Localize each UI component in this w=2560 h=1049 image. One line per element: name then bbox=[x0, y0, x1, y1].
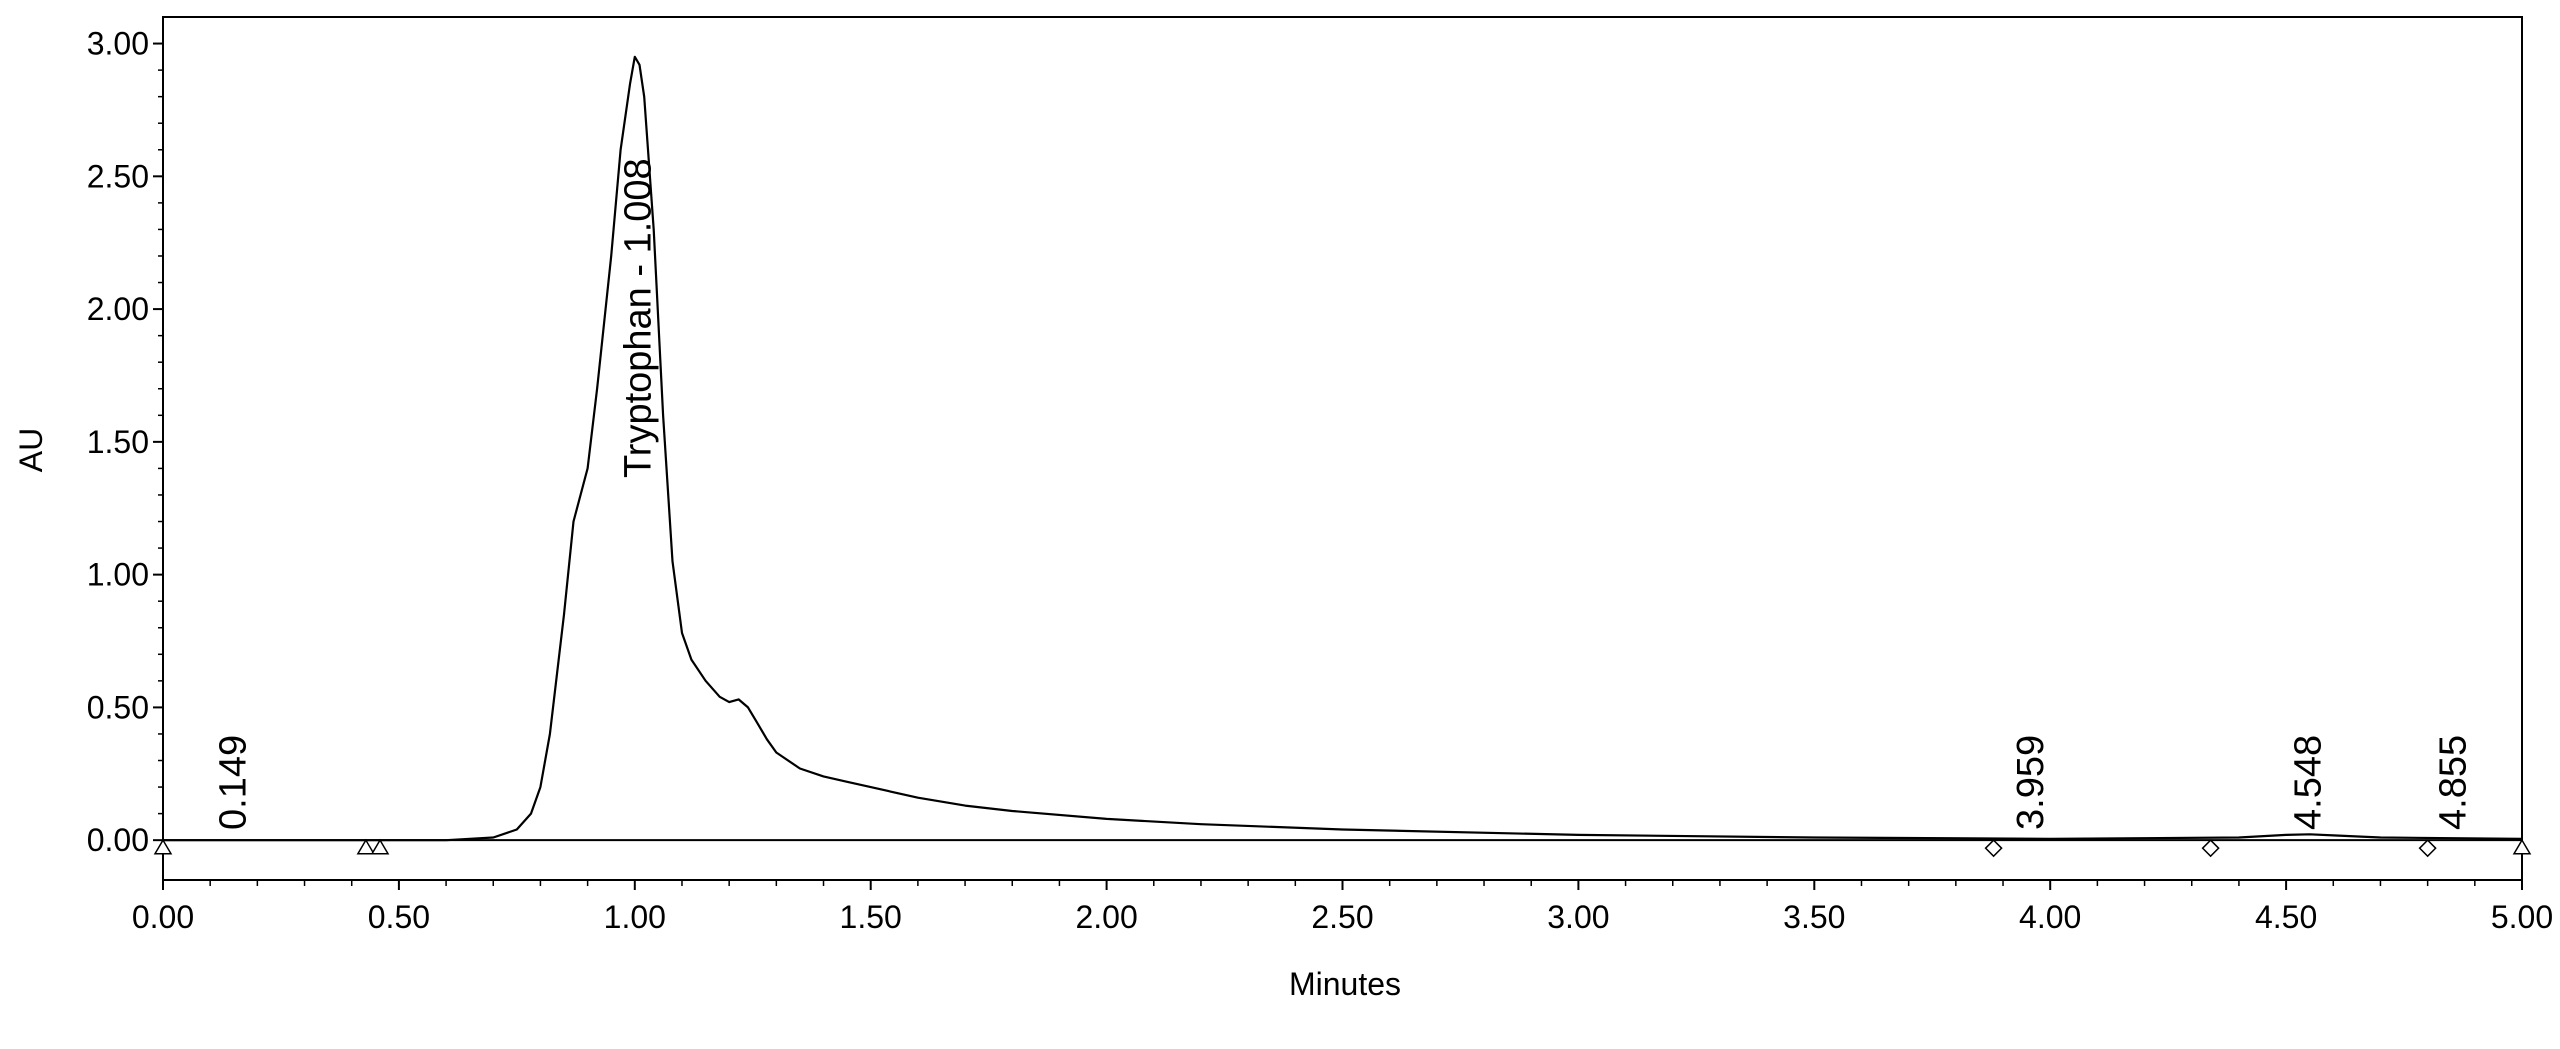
x-tick-label: 5.00 bbox=[2491, 899, 2553, 935]
y-tick-label: 2.50 bbox=[87, 158, 149, 194]
chromatogram-trace bbox=[163, 55, 2523, 842]
peak-end-marker bbox=[1984, 839, 2003, 858]
x-tick-label: 1.50 bbox=[840, 899, 902, 935]
y-tick-label: 3.00 bbox=[87, 26, 149, 62]
x-tick-label: 4.50 bbox=[2255, 899, 2317, 935]
y-tick-label: 1.50 bbox=[87, 424, 149, 460]
label-layer: 0.149 Tryptophan - 1.008 3.959 4.548 4.855 bbox=[212, 158, 2474, 830]
peak-label: Tryptophan - 1.008 bbox=[618, 158, 660, 478]
peak-label: 4.548 bbox=[2288, 735, 2330, 830]
plot-layer bbox=[153, 55, 2532, 858]
x-tick-label: 4.00 bbox=[2019, 899, 2081, 935]
x-tick-label: 2.50 bbox=[1311, 899, 1373, 935]
x-tick-label: 0.00 bbox=[132, 899, 194, 935]
peak-end-marker bbox=[2201, 839, 2220, 858]
y-tick-label: 1.00 bbox=[87, 557, 149, 593]
y-tick-label: 2.00 bbox=[87, 291, 149, 327]
peak-start-marker bbox=[356, 838, 376, 855]
peak-label: 0.149 bbox=[212, 735, 254, 830]
y-tick-label: 0.50 bbox=[87, 689, 149, 725]
plot-frame bbox=[162, 16, 2523, 881]
x-tick-label: 2.00 bbox=[1075, 899, 1137, 935]
y-tick-label: 0.00 bbox=[87, 822, 149, 858]
peak-label: 4.855 bbox=[2433, 735, 2475, 830]
y-axis-title: AU bbox=[13, 428, 49, 472]
x-tick-label: 3.50 bbox=[1783, 899, 1845, 935]
peak-end-marker bbox=[2418, 839, 2437, 858]
x-tick-label: 1.00 bbox=[604, 899, 666, 935]
peak-start-marker bbox=[370, 838, 390, 855]
peak-start-marker bbox=[2512, 838, 2532, 855]
axes-layer: 0.00 0.50 1.00 1.50 2.00 2.50 3.00 0.00 0.50 1.00… bbox=[87, 16, 2553, 935]
peak-start-marker bbox=[153, 838, 173, 855]
peak-label: 3.959 bbox=[2010, 735, 2052, 830]
x-axis-title: Minutes bbox=[1289, 966, 1401, 1002]
x-tick-label: 3.00 bbox=[1547, 899, 1609, 935]
x-tick-label: 0.50 bbox=[368, 899, 430, 935]
